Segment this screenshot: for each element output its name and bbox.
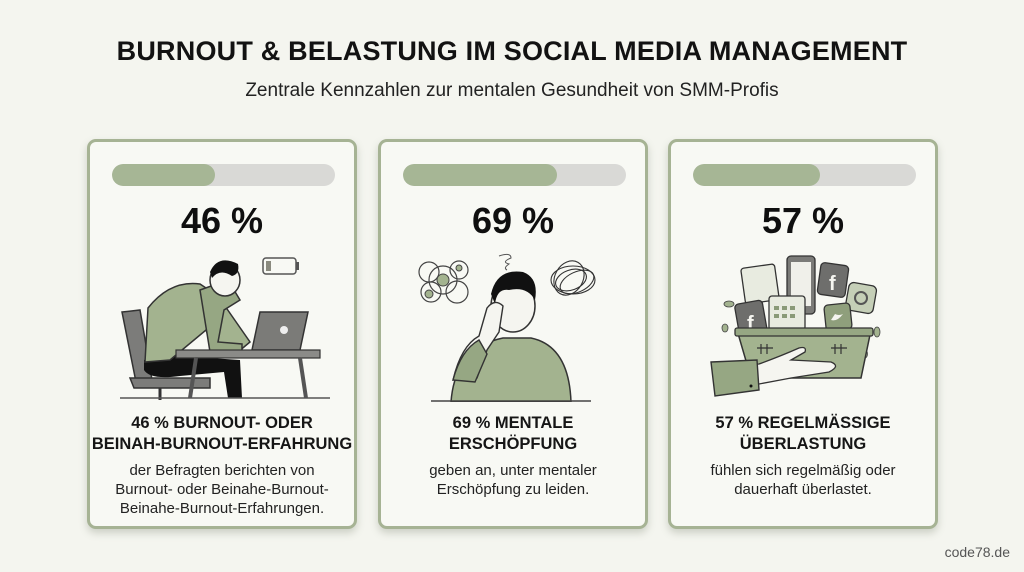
stat-value: 57 % [761,200,845,241]
stat-value: 46 % [180,200,264,241]
exhausted-man-thoughts-icon [418,253,596,402]
progress-bar [403,164,626,186]
stat-heading: 69 % MENTALE ERSCHÖPFUNG [448,414,578,453]
stat-description: fühlen sich regelmäßig oder dauerhaft üb… [710,462,896,498]
overflowing-device-basket-icon: f f [710,255,881,397]
stat-heading: 46 % BURNOUT- ODER BEINAH-BURNOUT-ERFAHR… [91,414,353,453]
stat-card-overload: 57 % f f 57 % REGELMÄSSIG [668,139,938,529]
page-title: BURNOUT & BELASTUNG IM SOCIAL MEDIA MANA… [116,36,908,66]
stat-card-exhaustion: 69 % 69 % MENTALE ERSCHÖPFUNG geben an, … [378,139,648,529]
progress-bar-fill [693,164,821,186]
svg-text:f: f [829,273,836,295]
stat-description: der Befragten berichten von Burnout- ode… [115,462,329,517]
progress-bar-fill [403,164,557,186]
progress-bar-fill [112,164,215,186]
svg-text:f: f [747,313,754,335]
progress-bar [693,164,916,186]
stat-description: geben an, unter mentaler Erschöpfung zu … [429,462,597,498]
progress-bar [112,164,335,186]
stat-value: 69 % [471,200,555,241]
page-subtitle: Zentrale Kennzahlen zur mentalen Gesundh… [245,80,779,101]
stat-heading: 57 % REGELMÄSSIGE ÜBERLASTUNG [715,414,891,453]
watermark: code78.de [944,544,1010,560]
exhausted-man-laptop-icon [120,257,330,400]
stat-card-burnout: 46 % 46 % BURNOUT- ODER BEINAH-BURNOUT-E… [87,139,357,529]
